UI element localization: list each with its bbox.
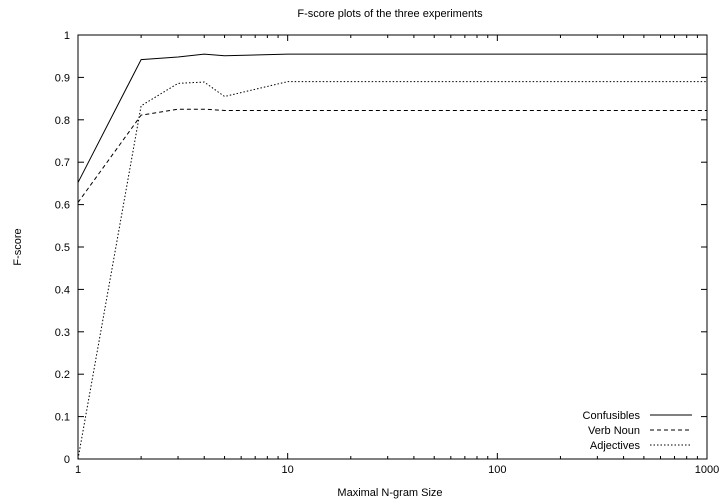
- series-line-2: [77, 108, 707, 203]
- y-axis-label: F-score: [12, 228, 24, 265]
- x-tick-label: 1000: [695, 464, 719, 476]
- y-tick-label: 0.6: [55, 200, 70, 212]
- x-tick-label: 1: [75, 464, 81, 476]
- axis-ticks: 0 0.1 0.2 0.3 0.4 0.5 0.6 0.7 0.8 0.9 1 1 10 100 1000: [55, 30, 720, 476]
- y-tick-label: 0.1: [55, 412, 70, 424]
- series-line-3: [77, 81, 707, 460]
- y-tick-label: 0.2: [55, 369, 70, 381]
- y-tick-label: 0.7: [55, 157, 70, 169]
- y-tick-label: 0.8: [55, 115, 70, 127]
- series-lines: [77, 53, 707, 460]
- legend: Confusibles Verb Noun Adjectives: [583, 410, 692, 452]
- x-axis-label: Maximal N-gram Size: [337, 487, 442, 499]
- y-tick-label: 1: [64, 30, 70, 42]
- y-tick-label: 0.5: [55, 242, 70, 254]
- x-tick-label: 100: [488, 464, 506, 476]
- y-tick-label: 0: [64, 454, 70, 466]
- plot-area: [77, 34, 708, 460]
- y-tick-label: 0.3: [55, 327, 70, 339]
- chart-title: F-score plots of the three experiments: [297, 8, 483, 20]
- legend-label: Verb Noun: [588, 425, 640, 437]
- series-line-1: [77, 53, 707, 183]
- y-tick-label: 0.4: [55, 284, 70, 296]
- y-tick-label: 0.9: [55, 72, 70, 84]
- legend-label: Adjectives: [590, 440, 641, 452]
- x-tick-label: 10: [282, 464, 294, 476]
- legend-label: Confusibles: [583, 410, 641, 422]
